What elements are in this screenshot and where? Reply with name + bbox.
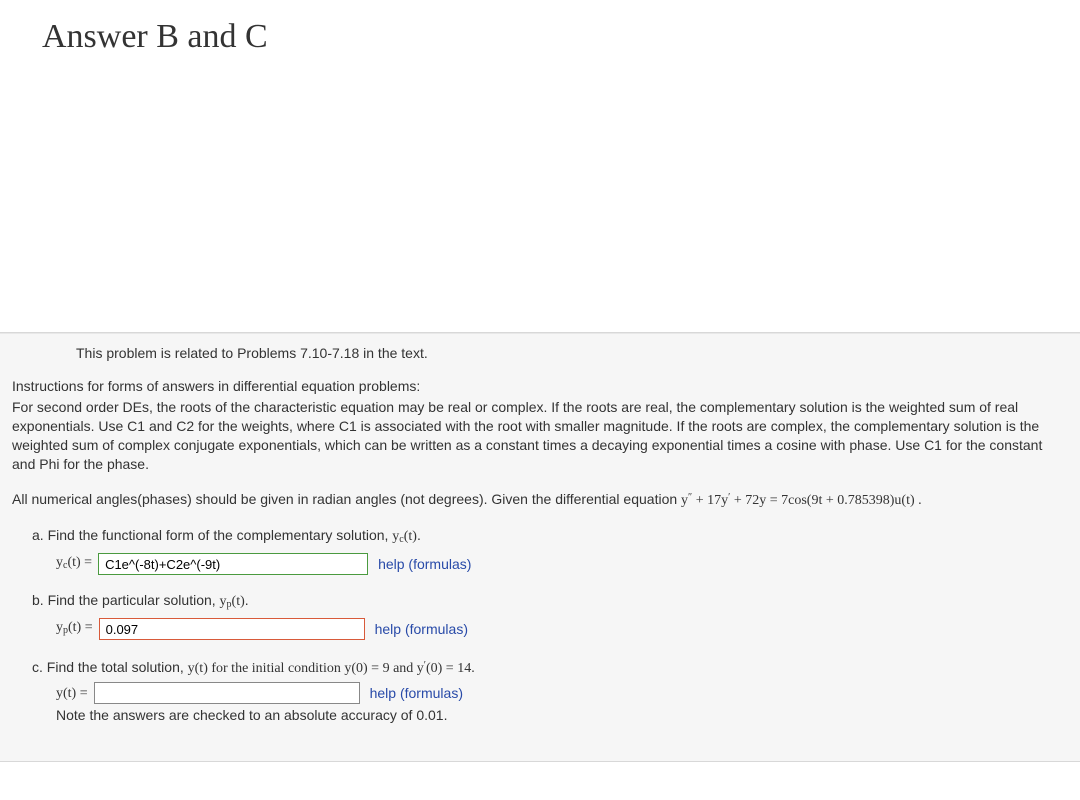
part-b-prompt: b. Find the particular solution, yp(t). (32, 591, 1072, 614)
problem-panel: This problem is related to Problems 7.10… (0, 333, 1080, 761)
equation-line: All numerical angles(phases) should be g… (8, 474, 1072, 510)
part-b-input[interactable] (99, 618, 365, 640)
help-link-a[interactable]: help (formulas) (378, 555, 471, 574)
part-c-input[interactable] (94, 682, 360, 704)
part-c-prompt: c. Find the total solution, y(t) for the… (32, 656, 1072, 678)
page-title: Answer B and C (0, 0, 1080, 56)
part-a-lhs: yc(t) = (56, 553, 92, 575)
panel-divider-bottom (0, 761, 1080, 762)
part-a-post: . (417, 527, 421, 543)
reference-line: This problem is related to Problems 7.10… (8, 340, 1072, 367)
part-b: b. Find the particular solution, yp(t). … (8, 591, 1072, 640)
differential-equation: y″ + 17y′ + 72y = 7cos(9t + 0.785398)u(t… (681, 493, 922, 508)
part-b-func: yp(t) (220, 594, 245, 609)
part-c-cond: for the initial condition y(0) = 9 and y… (208, 661, 475, 676)
help-link-b[interactable]: help (formulas) (375, 620, 468, 639)
part-a-func: yc(t) (392, 529, 417, 544)
part-b-lhs: yp(t) = (56, 618, 93, 640)
part-c-func: y(t) (188, 661, 208, 676)
part-a-pre: a. Find the functional form of the compl… (32, 527, 392, 543)
part-c: c. Find the total solution, y(t) for the… (8, 656, 1072, 725)
accuracy-note: Note the answers are checked to an absol… (32, 706, 1072, 725)
part-b-pre: b. Find the particular solution, (32, 592, 220, 608)
part-b-post: . (245, 592, 249, 608)
instructions-title: Instructions for forms of answers in dif… (8, 377, 1072, 398)
part-a-prompt: a. Find the functional form of the compl… (32, 526, 1072, 549)
part-c-pre: c. Find the total solution, (32, 659, 188, 675)
help-link-c[interactable]: help (formulas) (370, 684, 463, 703)
angles-note: All numerical angles(phases) should be g… (12, 491, 681, 507)
instructions-body: For second order DEs, the roots of the c… (8, 398, 1072, 474)
part-a-input[interactable] (98, 553, 368, 575)
part-c-lhs: y(t) = (56, 684, 88, 703)
part-a: a. Find the functional form of the compl… (8, 526, 1072, 575)
